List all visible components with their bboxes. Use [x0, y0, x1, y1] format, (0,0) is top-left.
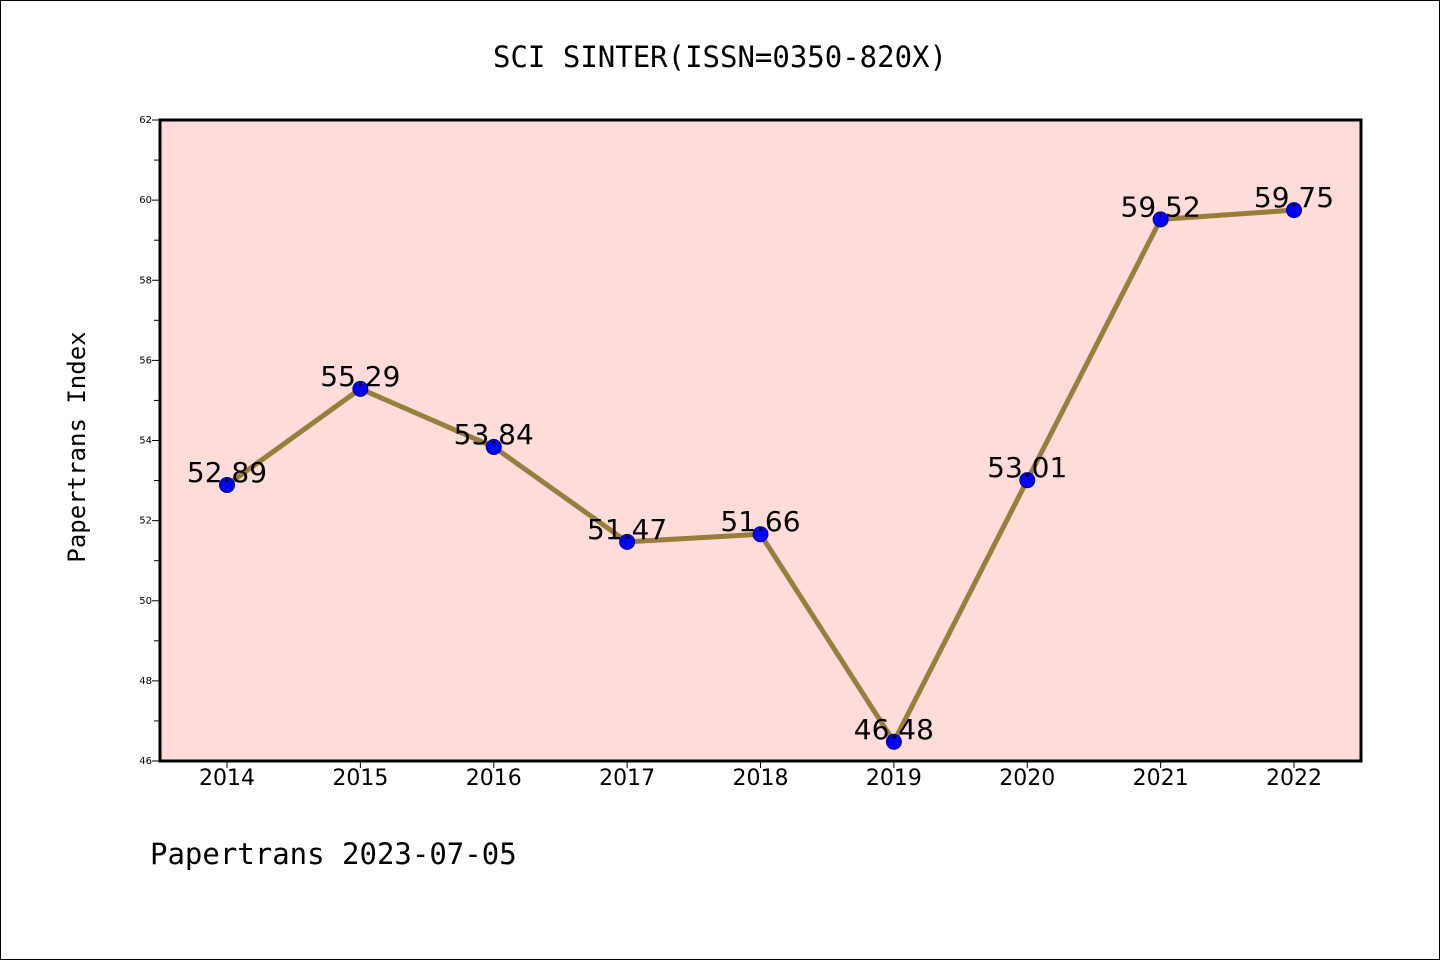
- y-tick-label: 46: [139, 756, 152, 767]
- data-label: 59.52: [1121, 190, 1201, 223]
- data-label: 53.01: [987, 451, 1067, 484]
- series-layer: 52.89 55.29 53.84 51.47 51.66 46.48 53.01 59.52…: [187, 181, 1334, 750]
- data-point: [885, 733, 902, 750]
- y-tick-label: 50: [139, 596, 152, 607]
- data-label: 51.47: [587, 513, 667, 546]
- x-axis-ticks: 2014 2015 2016 2017 2018 2019 2020 2021 2022: [199, 761, 1322, 791]
- x-tick-label: 2021: [1133, 766, 1189, 791]
- x-tick-label: 2016: [466, 766, 522, 791]
- y-tick-label: 62: [139, 115, 152, 126]
- y-axis-label: Papertrans Index: [63, 331, 91, 562]
- data-point: [485, 438, 502, 455]
- data-label: 59.75: [1254, 181, 1334, 214]
- data-label: 55.29: [320, 360, 400, 393]
- chart-title: SCI SINTER(ISSN=0350-820X): [493, 40, 947, 74]
- data-label: 51.66: [720, 505, 800, 538]
- x-tick-label: 2015: [332, 766, 388, 791]
- data-point: [1286, 202, 1302, 219]
- x-tick-label: 2019: [866, 766, 922, 791]
- x-tick-label: 2022: [1266, 766, 1322, 791]
- data-point: [619, 533, 636, 550]
- data-label: 46.48: [854, 713, 934, 746]
- y-axis-ticks: 46 48 50 52 54 56 58 60 62: [139, 115, 160, 767]
- data-point: [1019, 472, 1036, 489]
- y-tick-label: 60: [139, 195, 152, 206]
- y-tick-label: 58: [139, 275, 152, 286]
- data-point: [752, 526, 769, 543]
- plot-border: [158, 118, 1363, 763]
- y-tick-label: 54: [139, 436, 152, 447]
- data-label: 53.84: [454, 418, 534, 451]
- x-tick-label: 2020: [999, 766, 1055, 791]
- x-tick-label: 2018: [733, 766, 789, 791]
- footer-text: Papertrans 2023-07-05: [150, 837, 517, 871]
- y-tick-label: 48: [139, 676, 152, 687]
- x-tick-label: 2014: [199, 766, 255, 791]
- data-point: [1152, 211, 1169, 228]
- data-point: [219, 476, 235, 493]
- y-tick-label: 56: [139, 355, 152, 366]
- data-label: 52.89: [187, 456, 267, 489]
- x-tick-label: 2017: [599, 766, 655, 791]
- data-point: [352, 380, 369, 397]
- y-tick-label: 52: [139, 516, 152, 527]
